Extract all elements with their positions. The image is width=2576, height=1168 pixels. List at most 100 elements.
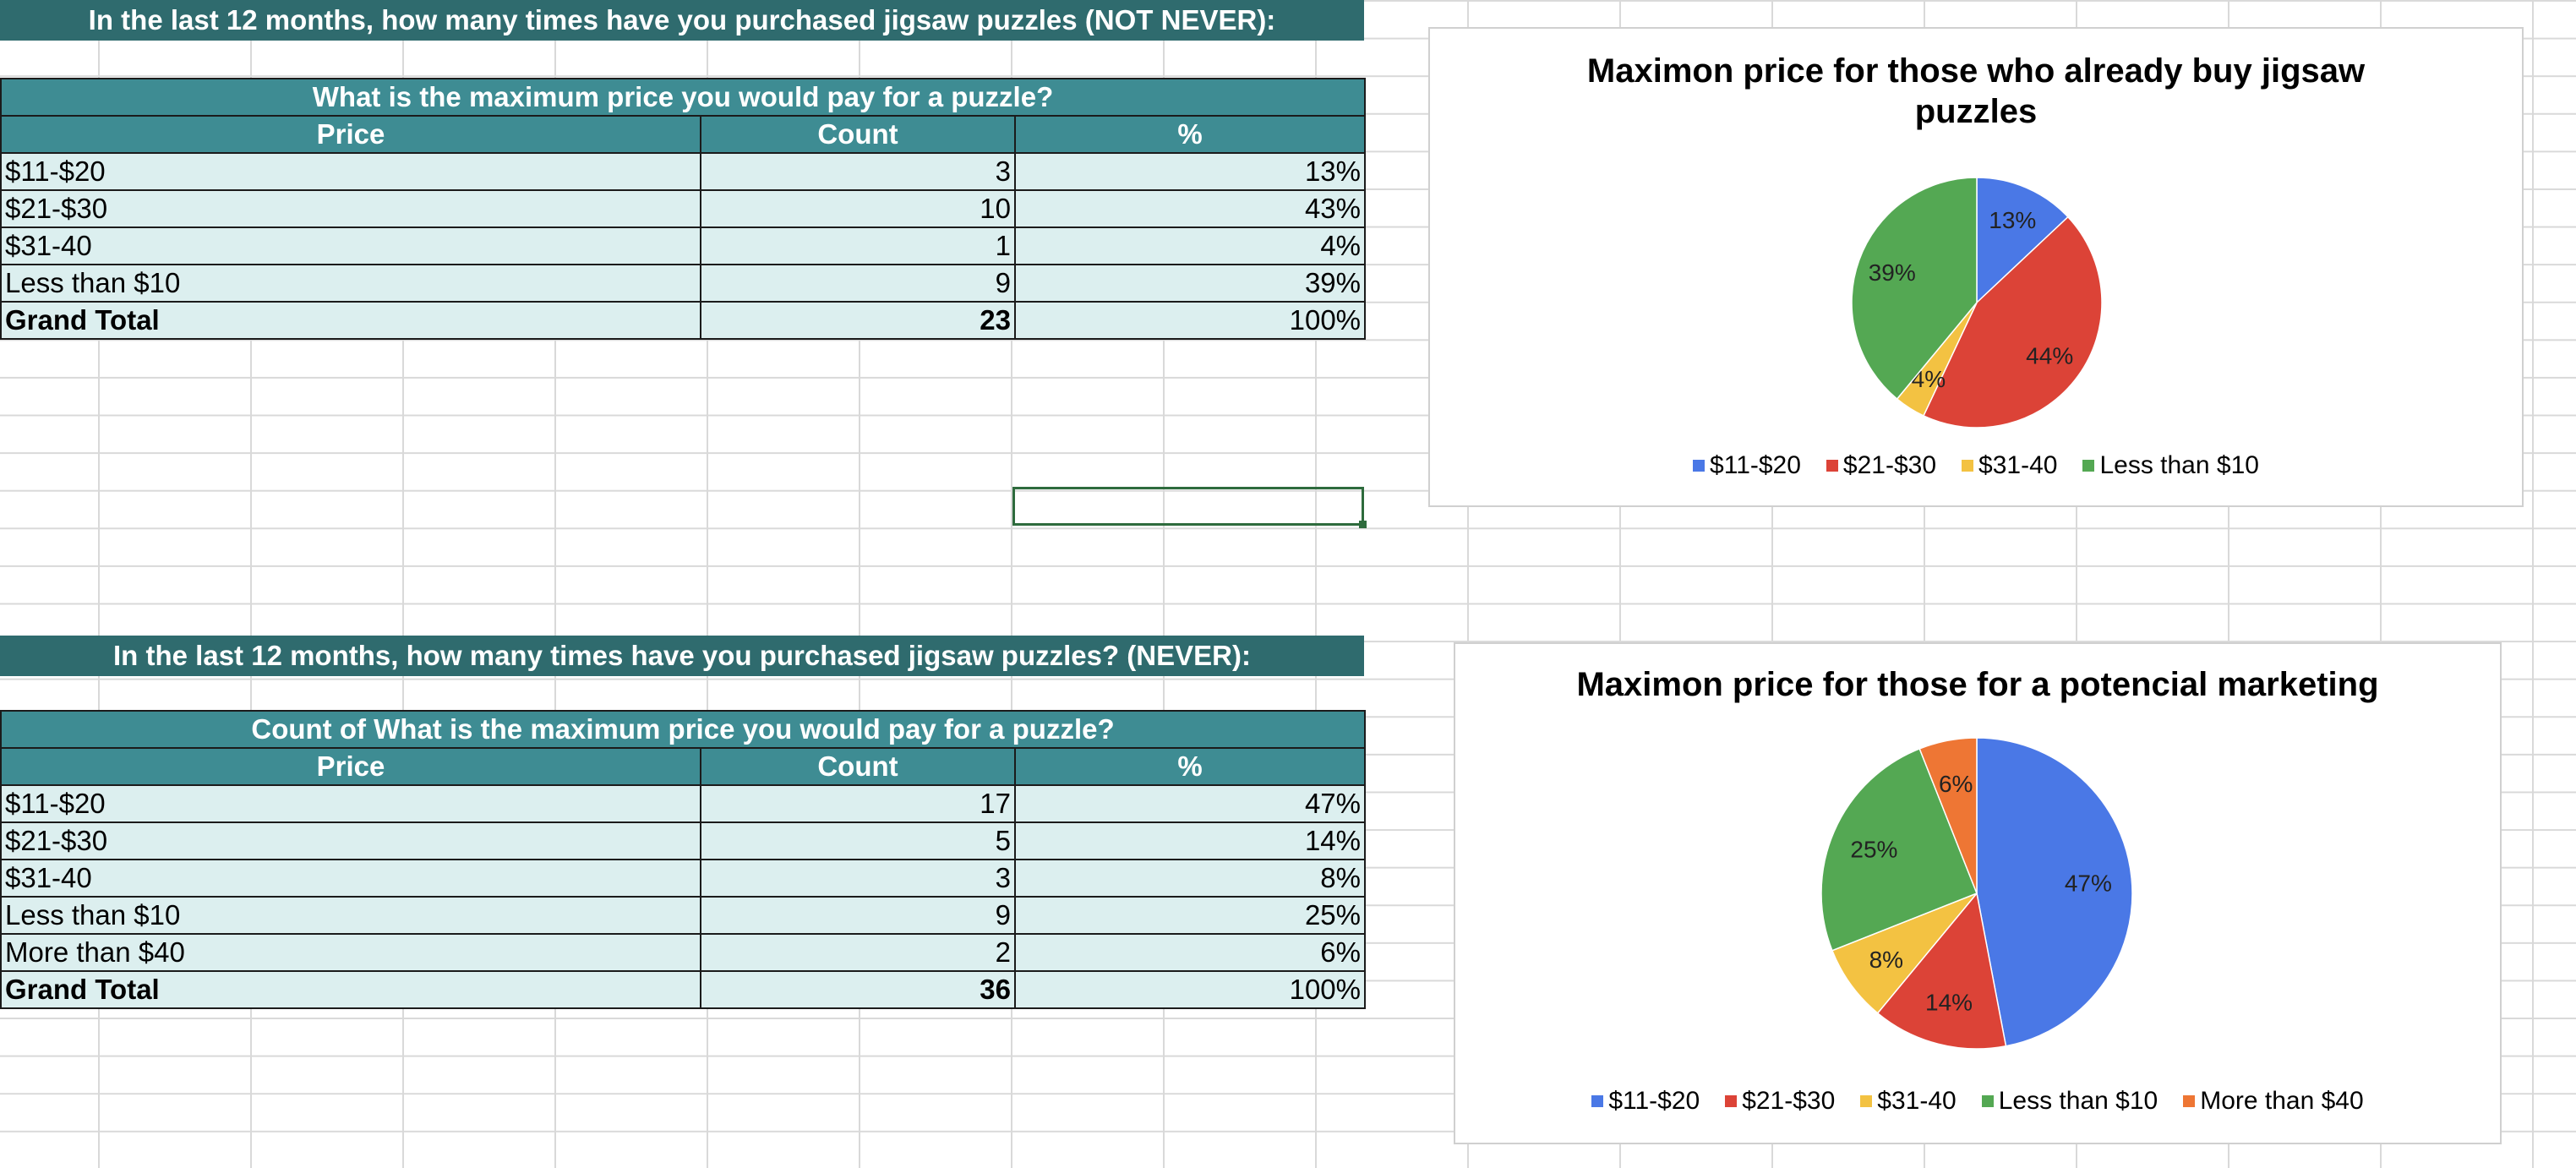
- pie-slice-1[interactable]: [1876, 892, 2007, 1050]
- data-label-3: 25%: [1850, 836, 1897, 862]
- legend-item[interactable]: $11-$20: [1693, 451, 1801, 480]
- data-label-1: 44%: [2026, 343, 2073, 369]
- column-header-count: Count: [700, 747, 1016, 786]
- pie-slice-3[interactable]: [1851, 177, 1978, 401]
- data-label-0: 13%: [1989, 207, 2036, 233]
- legend-swatch: [1725, 1095, 1738, 1107]
- pie-slice-0[interactable]: [1976, 177, 2069, 304]
- pie-slice-2[interactable]: [1831, 892, 1978, 1014]
- table-title: Count of What is the maximum price you w…: [0, 710, 1366, 749]
- pie-slice-4[interactable]: [1918, 737, 1978, 894]
- count-cell[interactable]: 17: [700, 784, 1016, 823]
- column-header-price: Price: [0, 115, 701, 154]
- legend-item[interactable]: $11-$20: [1591, 1087, 1700, 1116]
- legend-swatch: [1693, 460, 1706, 472]
- legend-item[interactable]: $31-40: [1962, 451, 2057, 480]
- table-row: $11-$20 17 47%: [0, 784, 1366, 823]
- fill-handle[interactable]: [1359, 521, 1367, 528]
- table-row: Less than $10 9 39%: [0, 264, 1367, 303]
- legend-label: $31-40: [1877, 1087, 1957, 1115]
- legend-swatch: [1860, 1095, 1873, 1107]
- percent-cell[interactable]: 14%: [1014, 821, 1366, 860]
- grand-total-label[interactable]: Grand Total: [0, 301, 701, 340]
- grand-total-percent[interactable]: 100%: [1013, 301, 1367, 340]
- percent-cell[interactable]: 6%: [1014, 933, 1366, 972]
- price-cell[interactable]: $11-$20: [0, 784, 701, 823]
- pie-slice-1[interactable]: [1922, 216, 2103, 428]
- percent-cell[interactable]: 8%: [1014, 859, 1366, 898]
- legend-label: $21-$30: [1842, 451, 1937, 479]
- data-label-1: 14%: [1925, 989, 1973, 1015]
- legend-item[interactable]: $21-$30: [1725, 1087, 1835, 1116]
- price-cell[interactable]: Less than $10: [0, 264, 701, 303]
- legend-swatch: [1962, 460, 1974, 472]
- pie-chart-existing-buyers[interactable]: Maximon price for those who already buy …: [1428, 27, 2524, 507]
- section1-banner: In the last 12 months, how many times ha…: [0, 0, 1364, 41]
- legend-item[interactable]: $21-$30: [1826, 451, 1936, 480]
- data-label-0: 47%: [2065, 871, 2112, 897]
- grand-total-row: Grand Total 23 100%: [0, 301, 1367, 340]
- price-cell[interactable]: More than $40: [0, 933, 701, 972]
- table-row: $31-40 3 8%: [0, 859, 1366, 898]
- legend-label: $11-$20: [1608, 1087, 1700, 1115]
- table-row: $21-$30 5 14%: [0, 821, 1366, 860]
- count-cell[interactable]: 2: [700, 933, 1016, 972]
- legend-label: Less than $10: [1998, 1087, 2158, 1115]
- table-title: What is the maximum price you would pay …: [0, 78, 1367, 117]
- count-cell[interactable]: 3: [700, 152, 1016, 191]
- table-row: $11-$20 3 13%: [0, 152, 1367, 191]
- price-cell[interactable]: $11-$20: [0, 152, 701, 191]
- table-row: More than $40 2 6%: [0, 933, 1366, 972]
- price-cell[interactable]: $31-40: [0, 859, 701, 898]
- count-cell[interactable]: 9: [700, 896, 1016, 935]
- price-cell[interactable]: $21-$30: [0, 189, 701, 228]
- data-label-4: 6%: [1939, 771, 1973, 797]
- legend-swatch: [2183, 1095, 2196, 1107]
- legend-label: Less than $10: [2099, 451, 2259, 479]
- pivot-table-not-never: What is the maximum price you would pay …: [0, 78, 1367, 340]
- chart-legend: $11-$20 $21-$30 $31-40 Less than $10: [1430, 451, 2522, 480]
- count-cell[interactable]: 9: [700, 264, 1016, 303]
- price-cell[interactable]: $21-$30: [0, 821, 701, 860]
- count-cell[interactable]: 3: [700, 859, 1016, 898]
- column-header-percent: %: [1013, 115, 1367, 154]
- chart-title: Maximon price for those for a potencial …: [1576, 666, 2379, 703]
- percent-cell[interactable]: 4%: [1013, 227, 1367, 265]
- percent-cell[interactable]: 25%: [1014, 896, 1366, 935]
- price-cell[interactable]: Less than $10: [0, 896, 701, 935]
- chart-legend: $11-$20 $21-$30 $31-40 Less than $10 More th…: [1455, 1087, 2500, 1116]
- legend-item[interactable]: More than $40: [2183, 1087, 2364, 1116]
- column-header-count: Count: [700, 115, 1016, 154]
- column-header-price: Price: [0, 747, 701, 786]
- legend-label: $11-$20: [1710, 451, 1801, 479]
- legend-swatch: [2082, 460, 2095, 472]
- grand-total-label[interactable]: Grand Total: [0, 970, 701, 1009]
- pie-slice-3[interactable]: [1820, 747, 1978, 952]
- percent-cell[interactable]: 39%: [1013, 264, 1367, 303]
- price-cell[interactable]: $31-40: [0, 227, 701, 265]
- legend-item[interactable]: Less than $10: [1981, 1087, 2158, 1116]
- selected-cell[interactable]: [1012, 487, 1367, 528]
- count-cell[interactable]: 10: [700, 189, 1016, 228]
- percent-cell[interactable]: 43%: [1013, 189, 1367, 228]
- count-cell[interactable]: 5: [700, 821, 1016, 860]
- count-cell[interactable]: 1: [700, 227, 1016, 265]
- percent-cell[interactable]: 47%: [1014, 784, 1366, 823]
- table-row: Less than $10 9 25%: [0, 896, 1366, 935]
- pie-slice-0[interactable]: [1976, 737, 2133, 1047]
- legend-item[interactable]: Less than $10: [2082, 451, 2259, 480]
- legend-label: $21-$30: [1742, 1087, 1836, 1115]
- pie-plot: 47% 14% 8% 25% 6%: [1820, 737, 2133, 1050]
- grand-total-count[interactable]: 23: [700, 301, 1016, 340]
- table-row: $31-40 1 4%: [0, 227, 1367, 265]
- legend-item[interactable]: $31-40: [1860, 1087, 1957, 1116]
- grand-total-percent[interactable]: 100%: [1014, 970, 1366, 1009]
- grand-total-count[interactable]: 36: [700, 970, 1016, 1009]
- legend-label: $31-40: [1978, 451, 2058, 479]
- percent-cell[interactable]: 13%: [1013, 152, 1367, 191]
- pie-plot: 13%44%4%39%: [1851, 177, 2103, 428]
- chart-title: Maximon price for those who already buy …: [1586, 52, 2366, 130]
- data-label-2: 8%: [1869, 947, 1903, 973]
- section2-banner: In the last 12 months, how many times ha…: [0, 636, 1364, 676]
- pie-chart-potential-market[interactable]: Maximon price for those for a potencial …: [1454, 642, 2502, 1144]
